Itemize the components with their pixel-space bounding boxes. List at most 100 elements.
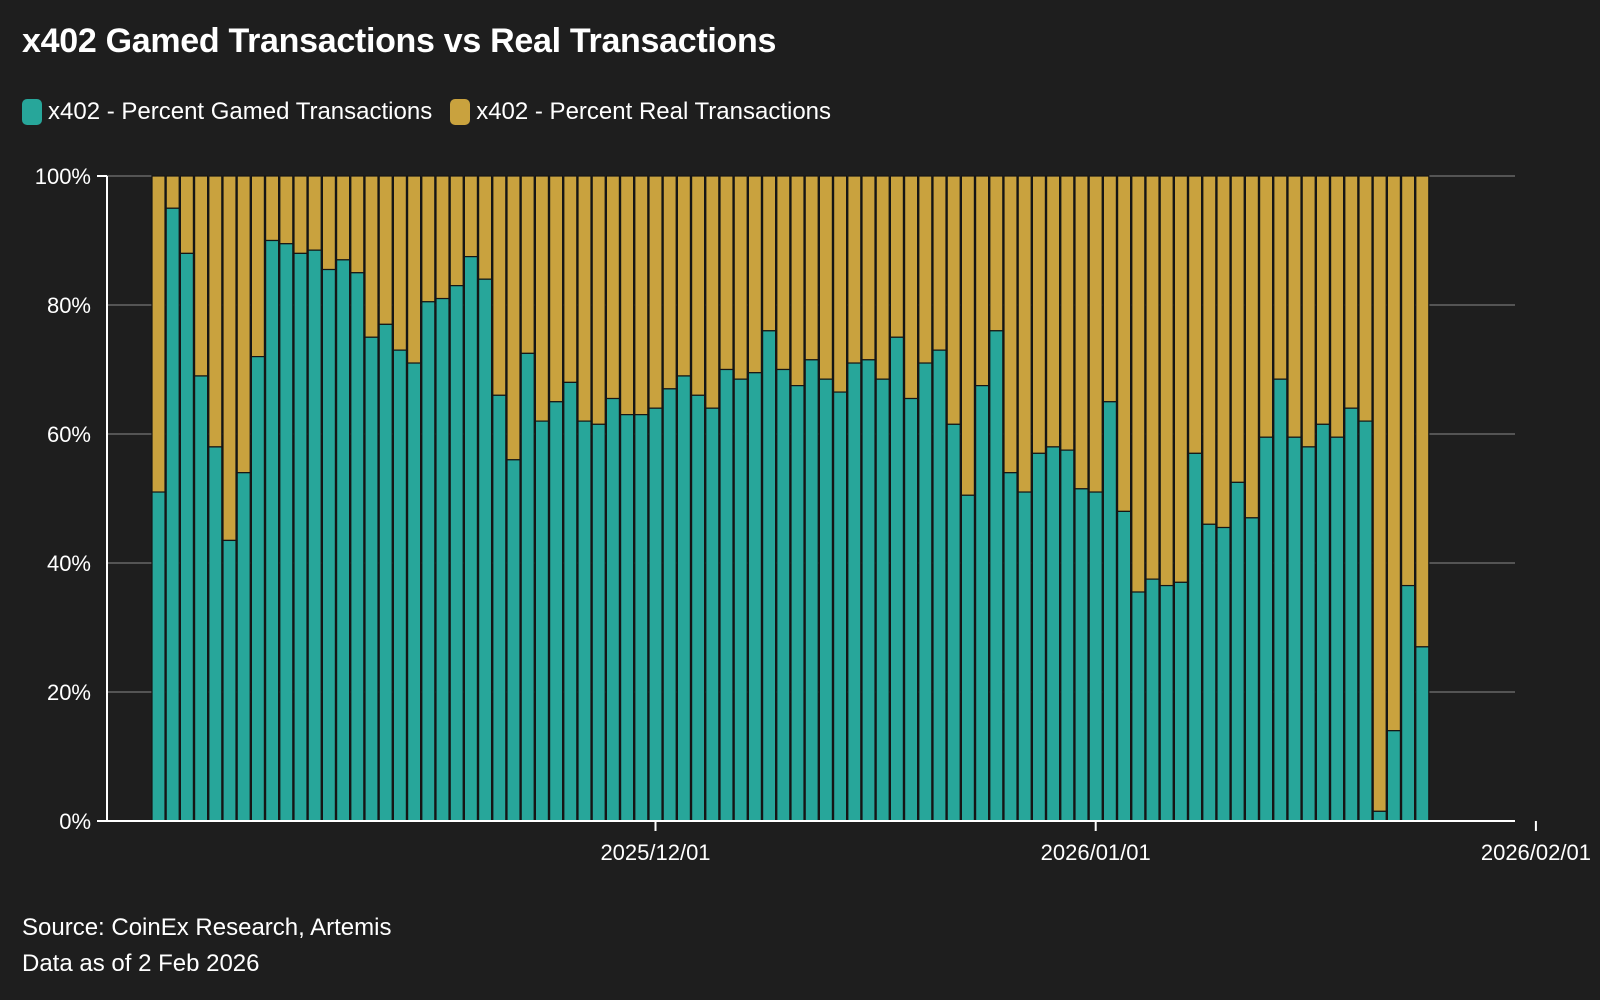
bar-gamed <box>548 401 564 822</box>
bar-gamed <box>1386 730 1402 822</box>
bar-gamed <box>676 375 692 822</box>
legend-item-gamed[interactable]: x402 - Percent Gamed Transactions <box>22 98 432 126</box>
chart-footer: Source: CoinEx Research, Artemis Data as… <box>22 910 391 982</box>
bar-real <box>690 175 706 396</box>
bar-gamed <box>946 423 961 822</box>
y-tick-label: 60% <box>47 422 91 447</box>
bar-gamed <box>733 378 748 822</box>
x-tick-label: 2026/02/01 <box>1481 840 1591 865</box>
bar-gamed <box>194 375 209 822</box>
bar-gamed <box>1372 810 1387 822</box>
bar-real <box>364 175 379 338</box>
bar-real <box>506 175 521 461</box>
bar-real <box>889 175 905 338</box>
bar-gamed <box>1244 517 1260 822</box>
bar-real <box>1159 175 1174 587</box>
bar-gamed <box>776 368 791 822</box>
y-tick-label: 100% <box>35 164 91 189</box>
bar-gamed <box>591 423 606 822</box>
bar-real <box>832 175 848 393</box>
bar-real <box>946 175 961 425</box>
bar-real <box>974 175 990 387</box>
bar-gamed <box>506 459 521 822</box>
bar-gamed <box>1102 401 1118 822</box>
bar-gamed <box>690 394 706 822</box>
bar-gamed <box>1273 378 1288 822</box>
y-tick-label: 20% <box>47 680 91 705</box>
bar-gamed <box>392 349 407 822</box>
bar-gamed <box>250 356 265 822</box>
bar-real <box>705 175 720 409</box>
bar-real <box>392 175 407 351</box>
bar-gamed <box>1088 491 1103 822</box>
bar-real <box>960 175 976 496</box>
bar-real <box>1116 175 1132 512</box>
bar-real <box>861 175 876 361</box>
legend-item-real[interactable]: x402 - Percent Real Transactions <box>450 98 831 126</box>
bar-gamed <box>1045 446 1061 822</box>
bar-real <box>1344 175 1359 409</box>
x-tick-label: 2025/12/01 <box>600 840 710 865</box>
bar-real <box>1315 175 1331 425</box>
bar-gamed <box>378 323 393 822</box>
bar-gamed <box>520 352 535 822</box>
bar-gamed <box>222 539 237 822</box>
bar-gamed <box>407 362 422 822</box>
bar-real <box>236 175 251 474</box>
bar-gamed <box>321 268 336 822</box>
bar-gamed <box>1173 581 1189 822</box>
bar-gamed <box>1344 407 1359 822</box>
bar-real <box>1301 175 1316 448</box>
bar-gamed <box>336 259 351 822</box>
bar-gamed <box>1159 584 1174 822</box>
bar-real <box>932 175 947 351</box>
bar-gamed <box>974 385 990 822</box>
bar-real <box>989 175 1004 332</box>
bar-gamed <box>1315 423 1331 822</box>
bar-real <box>676 175 692 377</box>
y-tick-label: 40% <box>47 551 91 576</box>
bar-real <box>804 175 819 361</box>
legend-label-real: x402 - Percent Real Transactions <box>476 98 832 125</box>
bar-real <box>903 175 919 400</box>
bar-real <box>520 175 535 354</box>
bar-real <box>463 175 478 258</box>
bar-gamed <box>832 391 848 822</box>
bar-real <box>1329 175 1345 438</box>
bar-gamed <box>761 330 777 822</box>
bar-real <box>1088 175 1103 493</box>
bar-real <box>1173 175 1189 583</box>
bar-gamed <box>903 397 919 822</box>
bar-gamed <box>364 336 379 822</box>
bar-gamed <box>1074 488 1089 822</box>
bar-gamed <box>861 359 876 822</box>
bar-gamed <box>293 252 308 822</box>
bar-gamed <box>1301 446 1316 822</box>
bar-real <box>619 175 635 416</box>
bar-real <box>194 175 209 377</box>
bar-gamed <box>478 278 493 822</box>
bar-gamed <box>648 407 663 822</box>
bar-gamed <box>1358 420 1373 822</box>
bar-real <box>265 175 280 242</box>
bar-gamed <box>619 414 635 822</box>
y-tick-label: 80% <box>47 293 91 318</box>
bar-gamed <box>492 394 507 822</box>
bar-gamed <box>1216 526 1231 822</box>
bar-real <box>1230 175 1245 483</box>
bar-gamed <box>1187 452 1203 822</box>
bar-gamed <box>847 362 862 822</box>
bar-real <box>719 175 734 371</box>
bar-real <box>662 175 677 390</box>
bar-real <box>151 175 166 493</box>
bar-real <box>761 175 777 332</box>
legend-label-gamed: x402 - Percent Gamed Transactions <box>48 98 433 125</box>
bar-real <box>1187 175 1203 454</box>
bar-real <box>1145 175 1160 580</box>
bar-gamed <box>208 446 223 822</box>
bar-gamed <box>634 414 649 822</box>
bar-gamed <box>1131 591 1146 822</box>
bar-gamed <box>1329 436 1345 822</box>
bar-real <box>1358 175 1373 422</box>
bar-real <box>1131 175 1146 593</box>
